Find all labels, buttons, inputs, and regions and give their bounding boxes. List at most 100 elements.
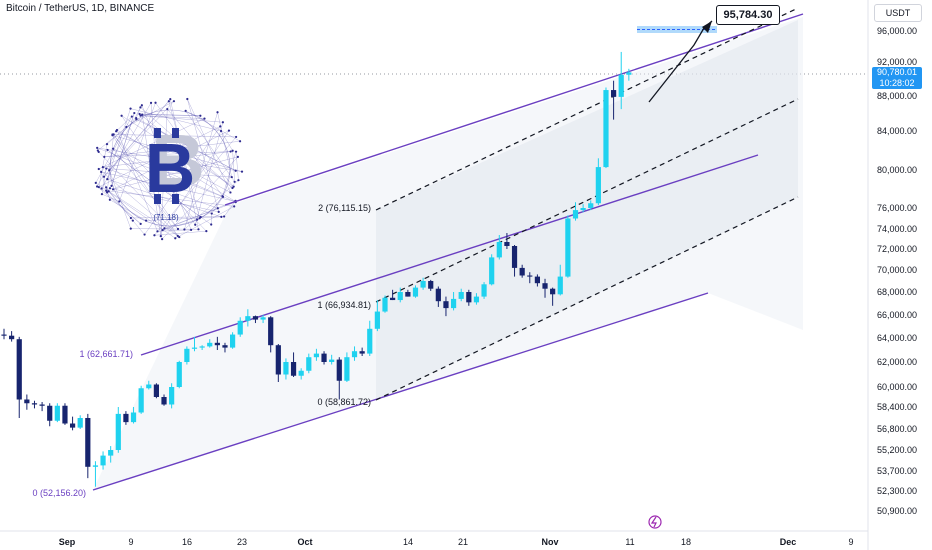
- logo-network-node: [210, 212, 213, 215]
- flash-icon: [648, 515, 662, 529]
- logo-network-node: [100, 187, 103, 190]
- logo-network-link: [121, 115, 234, 187]
- logo-network-link: [136, 117, 236, 171]
- candle-body: [321, 353, 327, 362]
- logo-network-node: [194, 223, 197, 226]
- candle-body: [443, 301, 449, 309]
- x-tick-label: Sep: [59, 537, 76, 547]
- channel-lines: 0 (52,156.20) 1 (62,661.71) 0 (58,861.72) 1…: [32, 7, 804, 498]
- logo-network-link: [162, 219, 198, 231]
- candle-body: [466, 292, 472, 303]
- y-axis: 50,900.00 52,300.00 53,700.00 55,200.00 56,8…: [877, 26, 917, 516]
- y-tick-label: 72,000.00: [877, 244, 917, 254]
- x-tick-label: 23: [237, 537, 247, 547]
- logo-network-node: [101, 166, 105, 169]
- logo-network-node: [220, 215, 223, 218]
- logo-network-node: [96, 146, 99, 149]
- logo-network-node: [186, 97, 189, 101]
- logo-network-node: [167, 100, 170, 103]
- y-tick-label: 80,000.00: [877, 165, 917, 175]
- bitcoin-logo: BB(71.18): [94, 97, 244, 241]
- arrow-head: [702, 21, 712, 33]
- candle-body: [367, 328, 373, 354]
- logo-network-node: [219, 125, 222, 128]
- candle-body: [268, 317, 274, 346]
- logo-network-link: [121, 115, 196, 225]
- logo-network-node: [178, 235, 181, 239]
- outer-channel-fill: [93, 17, 803, 490]
- logo-network-node: [111, 133, 114, 136]
- inner-channel-0: [375, 196, 799, 401]
- bitcoin-bar-top: [154, 128, 161, 138]
- logo-network-link: [103, 101, 169, 177]
- x-tick-label: Oct: [297, 537, 312, 547]
- logo-network-node: [133, 111, 136, 115]
- logo-network-node: [229, 191, 232, 194]
- logo-network-node: [174, 237, 177, 240]
- logo-network-node: [190, 228, 193, 231]
- logo-network-node: [166, 107, 169, 111]
- x-tick-label: Dec: [780, 537, 797, 547]
- logo-network-node: [234, 150, 238, 153]
- candle-body: [504, 242, 510, 246]
- candle-body: [382, 297, 388, 312]
- logo-network-node: [131, 219, 134, 222]
- logo-network-link: [111, 112, 135, 186]
- y-tick-label: 74,000.00: [877, 224, 917, 234]
- candle-body: [618, 74, 624, 97]
- fib-inner-0: 0 (58,861.72): [317, 397, 371, 407]
- candle-body: [69, 423, 76, 428]
- logo-network-link: [116, 116, 132, 132]
- logo-network-link: [184, 180, 239, 230]
- flash-icon-bolt: [650, 516, 657, 528]
- logo-network-node: [199, 114, 202, 117]
- candle-body: [169, 387, 175, 405]
- logo-network-link: [140, 107, 233, 189]
- logo-network-node: [169, 98, 172, 101]
- logo-network-link: [109, 188, 219, 213]
- logo-network-link: [98, 126, 221, 188]
- logo-network-node: [105, 186, 108, 189]
- candle-body: [9, 335, 15, 340]
- logo-network-node: [217, 210, 220, 213]
- logo-network-node: [227, 129, 231, 132]
- logo-network-node: [106, 148, 109, 152]
- candle-body: [283, 362, 289, 375]
- candle-body: [344, 357, 350, 381]
- candle-body: [298, 370, 304, 376]
- logo-network-link: [104, 151, 231, 158]
- candle-body: [374, 311, 380, 329]
- logo-network-node: [172, 100, 176, 103]
- logo-network-link: [154, 230, 207, 236]
- logo-network-node: [161, 238, 164, 241]
- fib-inner-1: 1 (66,934.81): [317, 300, 371, 310]
- candle-body: [565, 218, 571, 277]
- logo-network-link: [135, 107, 141, 119]
- logo-network-link: [139, 113, 233, 189]
- plot-area: [0, 0, 868, 531]
- logo-network-link: [167, 108, 234, 187]
- candle-body: [290, 362, 297, 376]
- logo-network-link: [96, 186, 141, 225]
- candle-body: [16, 339, 22, 400]
- candle-body: [130, 412, 137, 423]
- logo-network-link: [185, 110, 241, 142]
- logo-network-node: [108, 187, 112, 190]
- candle-body: [31, 403, 38, 405]
- logo-network-link: [232, 150, 235, 182]
- logo-network-link: [157, 229, 192, 232]
- logo-network-link: [116, 131, 231, 193]
- x-tick-label: 16: [182, 537, 192, 547]
- candle-body: [405, 292, 411, 297]
- logo-network-node: [210, 223, 213, 226]
- logo-network-node: [219, 129, 223, 133]
- candle-body: [626, 72, 632, 75]
- candle-body: [450, 298, 457, 309]
- logo-network-link: [168, 101, 200, 219]
- projection-arrow: [648, 27, 705, 103]
- current-price-tag: 90,780.01 10:28:02: [872, 67, 922, 89]
- currency-button[interactable]: USDT: [874, 4, 922, 22]
- logo-network-node: [236, 155, 239, 158]
- logo-network-node: [149, 101, 153, 104]
